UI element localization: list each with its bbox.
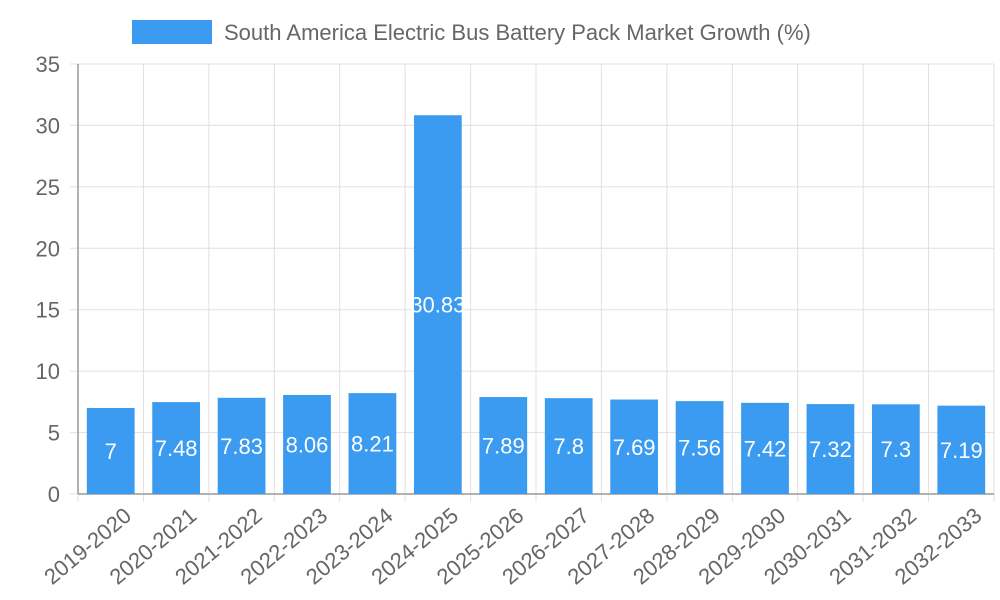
y-tick-label: 25 bbox=[36, 175, 60, 200]
data-label: 8.21 bbox=[351, 432, 394, 457]
y-tick-label: 10 bbox=[36, 359, 60, 384]
y-tick-label: 30 bbox=[36, 113, 60, 138]
y-tick-label: 15 bbox=[36, 298, 60, 323]
bar bbox=[871, 404, 920, 494]
data-label: 7.69 bbox=[613, 435, 656, 460]
bars bbox=[86, 115, 986, 494]
data-label: 7.19 bbox=[940, 438, 983, 463]
data-label: 7.89 bbox=[482, 434, 525, 459]
y-tick-label: 20 bbox=[36, 236, 60, 261]
y-tick-label: 35 bbox=[36, 52, 60, 77]
data-label: 7 bbox=[105, 439, 117, 464]
bar bbox=[806, 404, 855, 494]
bar bbox=[348, 393, 397, 494]
bar bbox=[544, 398, 593, 494]
bar bbox=[217, 397, 266, 494]
bar bbox=[86, 408, 135, 494]
data-label: 7.48 bbox=[155, 436, 198, 461]
data-label: 7.83 bbox=[220, 434, 263, 459]
bar bbox=[741, 402, 789, 494]
data-label: 7.32 bbox=[809, 437, 852, 462]
data-label: 7.3 bbox=[881, 437, 912, 462]
legend-label: South America Electric Bus Battery Pack … bbox=[224, 20, 811, 45]
data-label: 7.56 bbox=[678, 436, 721, 461]
bar bbox=[479, 397, 528, 494]
y-tick-label: 0 bbox=[48, 482, 60, 507]
legend: South America Electric Bus Battery Pack … bbox=[132, 20, 811, 45]
grid bbox=[70, 63, 995, 502]
bar bbox=[152, 402, 201, 494]
bar bbox=[937, 405, 986, 494]
tick-labels: 051015202530352019-20202020-20212021-202… bbox=[36, 52, 987, 589]
data-label: 7.8 bbox=[553, 434, 584, 459]
data-label: 30.83 bbox=[410, 293, 465, 318]
legend-swatch bbox=[132, 20, 212, 44]
data-labels: 7 7.48 7.83 8.06 8.21 30.83 7.89 7.8 7.69 7.56 7.4… bbox=[105, 293, 983, 464]
data-label: 8.06 bbox=[286, 432, 329, 457]
bar bbox=[675, 401, 724, 494]
bar bbox=[283, 394, 331, 494]
data-label: 7.42 bbox=[744, 436, 787, 461]
bar bbox=[413, 115, 462, 494]
y-tick-label: 5 bbox=[48, 421, 60, 446]
bar bbox=[610, 399, 659, 494]
